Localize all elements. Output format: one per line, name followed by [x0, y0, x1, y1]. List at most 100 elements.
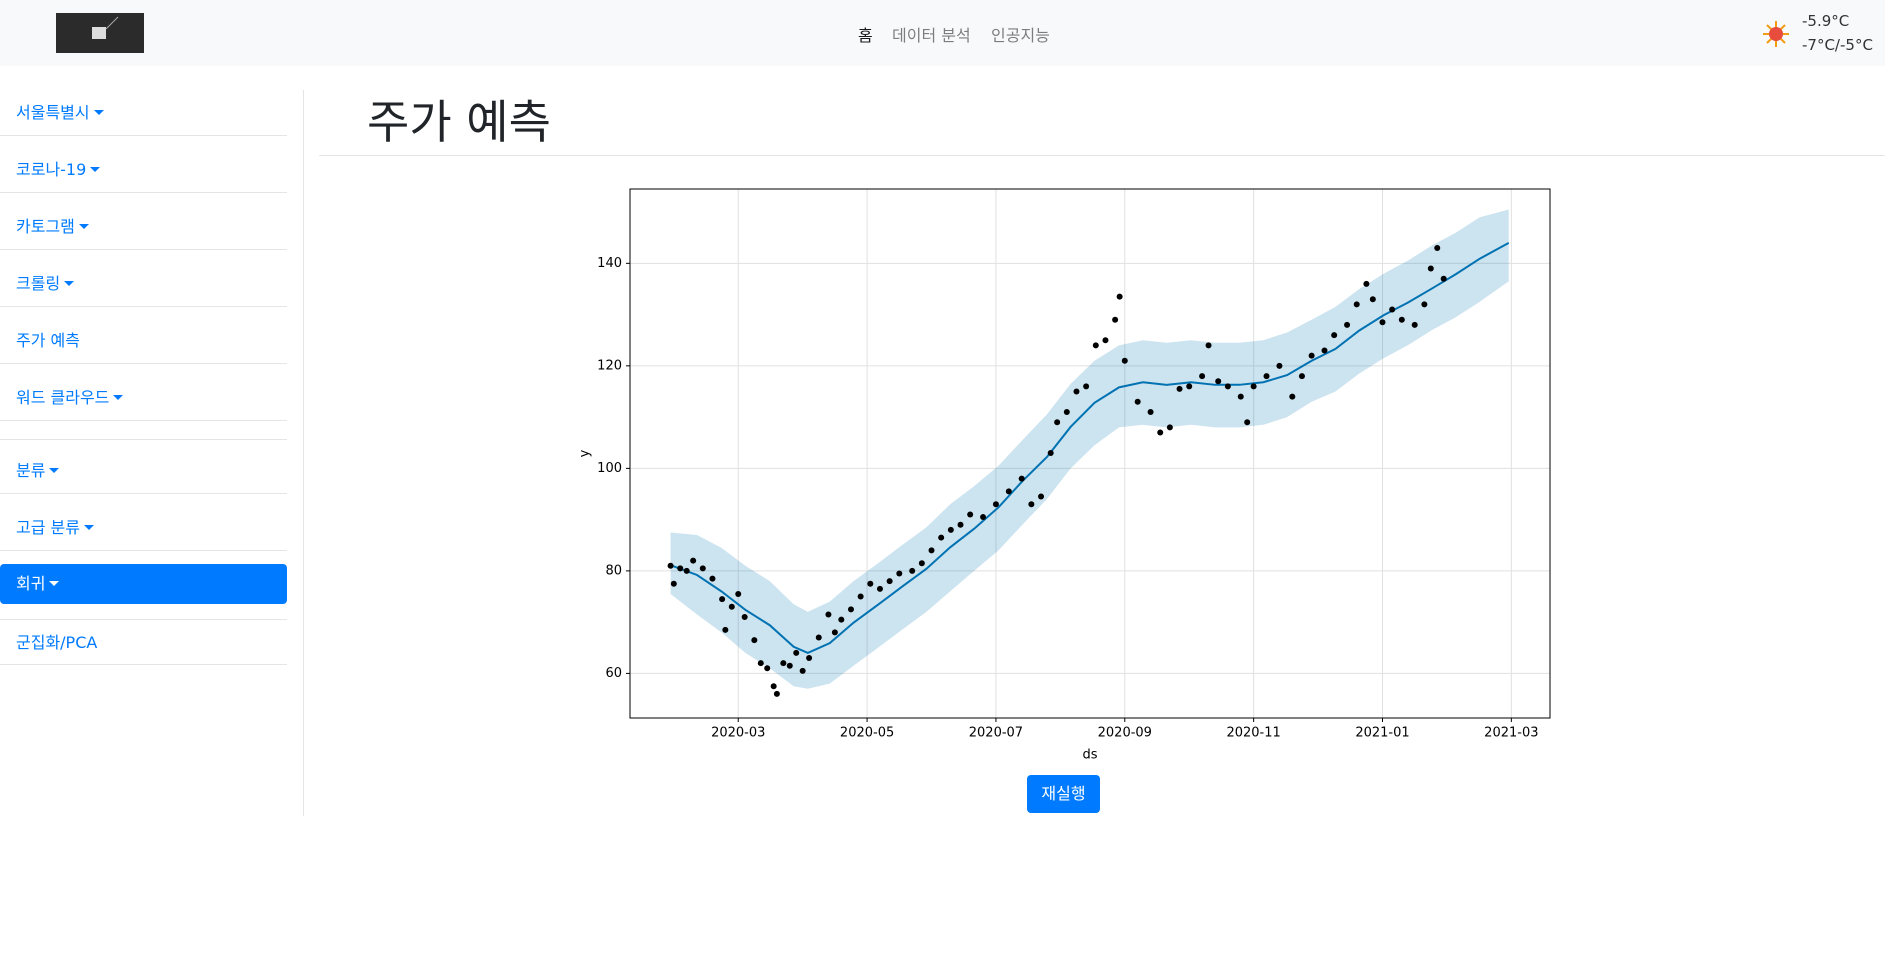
observed-point [1112, 316, 1119, 323]
observed-point [1344, 321, 1351, 328]
observed-point [918, 560, 925, 567]
x-tick-label: 2020-09 [1098, 726, 1152, 741]
observed-point [815, 634, 822, 641]
y-tick-label: 140 [597, 256, 622, 271]
x-axis-label: ds [1082, 748, 1097, 763]
observed-point [1224, 383, 1231, 390]
observed-point [1250, 383, 1257, 390]
observed-point [757, 660, 764, 667]
observed-point [1389, 306, 1396, 313]
observed-point [909, 567, 916, 574]
y-tick-label: 60 [605, 666, 622, 681]
observed-point [773, 690, 780, 697]
observed-point [847, 606, 854, 613]
nav-link[interactable]: 홈 [858, 26, 873, 45]
observed-point [957, 521, 964, 528]
sidebar-divider [0, 422, 287, 440]
observed-point [667, 562, 674, 569]
x-tick-label: 2021-03 [1484, 726, 1538, 741]
nav-link[interactable]: 인공지능 [991, 26, 1050, 45]
observed-point [1215, 378, 1222, 385]
observed-point [1054, 419, 1061, 426]
x-tick-label: 2020-07 [969, 726, 1023, 741]
observed-point [838, 616, 845, 623]
observed-point [1083, 383, 1090, 390]
observed-point [1205, 342, 1212, 349]
observed-point [670, 580, 677, 587]
sun [1769, 27, 1783, 41]
observed-point [1363, 280, 1370, 287]
observed-point [886, 578, 893, 585]
logo[interactable] [56, 13, 144, 53]
observed-point [1073, 388, 1080, 395]
observed-point [741, 614, 748, 621]
observed-point [938, 534, 945, 541]
observed-point [1005, 488, 1012, 495]
observed-point [1018, 475, 1025, 482]
weather-icon [1763, 21, 1789, 47]
observed-point [735, 590, 742, 597]
observed-point [1199, 373, 1206, 380]
observed-point [831, 629, 838, 636]
observed-point [728, 603, 735, 610]
logo-icon [92, 16, 119, 39]
observed-point [1176, 385, 1183, 392]
observed-point [1298, 373, 1305, 380]
observed-point [1421, 301, 1428, 308]
observed-point [1369, 296, 1376, 303]
observed-point [1289, 393, 1296, 400]
sidebar-item[interactable]: 크롤링 [0, 261, 287, 307]
observed-point [1237, 393, 1244, 400]
observed-point [825, 611, 832, 618]
forecast-line [670, 241, 1510, 654]
observed-point [1434, 244, 1441, 251]
observed-point [1147, 408, 1154, 415]
rerun-button[interactable]: 재실행 [1027, 775, 1100, 813]
observed-point [1186, 383, 1193, 390]
nav-link[interactable]: 데이터 분석 [892, 26, 971, 45]
uncertainty-band [670, 209, 1509, 689]
observed-point [719, 596, 726, 603]
observed-point [1440, 275, 1447, 282]
logo-line [105, 16, 119, 30]
y-tick-label: 100 [597, 461, 622, 476]
observed-point [1092, 342, 1099, 349]
observed-point [709, 575, 716, 582]
observed-point [722, 626, 729, 633]
sidebar-item[interactable]: 워드 클라우드 [0, 375, 287, 421]
plot-frame [629, 188, 1551, 719]
sidebar-item[interactable]: 회귀 [0, 564, 287, 604]
observed-point [1047, 449, 1054, 456]
observed-point [793, 649, 800, 656]
observed-point [980, 514, 987, 521]
observed-point [992, 501, 999, 508]
observed-point [677, 565, 684, 572]
observed-point [1353, 301, 1360, 308]
sidebar-item[interactable]: 분류 [0, 448, 287, 494]
sidebar-item[interactable]: 서울특별시 [0, 90, 287, 136]
observed-point [786, 662, 793, 669]
observed-point [1166, 424, 1173, 431]
observed-point [806, 655, 813, 662]
observed-point [764, 665, 771, 672]
x-tick-label: 2020-11 [1226, 726, 1280, 741]
observed-point [1427, 265, 1434, 272]
observed-point [1321, 347, 1328, 354]
weather-temp: -5.9°C [1802, 12, 1850, 30]
observed-point [1379, 319, 1386, 326]
sidebar-item[interactable]: 고급 분류 [0, 505, 287, 551]
observed-point [1134, 398, 1141, 405]
observed-point [1063, 408, 1070, 415]
sidebar-item[interactable]: 코로나-19 [0, 147, 287, 193]
weather-range: -7°C/-5°C [1802, 36, 1873, 54]
observed-point [1102, 337, 1109, 344]
chart: 2020-03 2020-05 2020-07 2020-09 2020-11 2021-… [578, 188, 1551, 763]
sidebar-item[interactable]: 주가 예측 [0, 318, 287, 364]
sidebar-item[interactable]: 군집화/PCA [0, 619, 287, 665]
observed-point [1331, 332, 1338, 339]
observed-point [896, 570, 903, 577]
sidebar-item[interactable]: 카토그램 [0, 204, 287, 250]
observed-point [947, 526, 954, 533]
